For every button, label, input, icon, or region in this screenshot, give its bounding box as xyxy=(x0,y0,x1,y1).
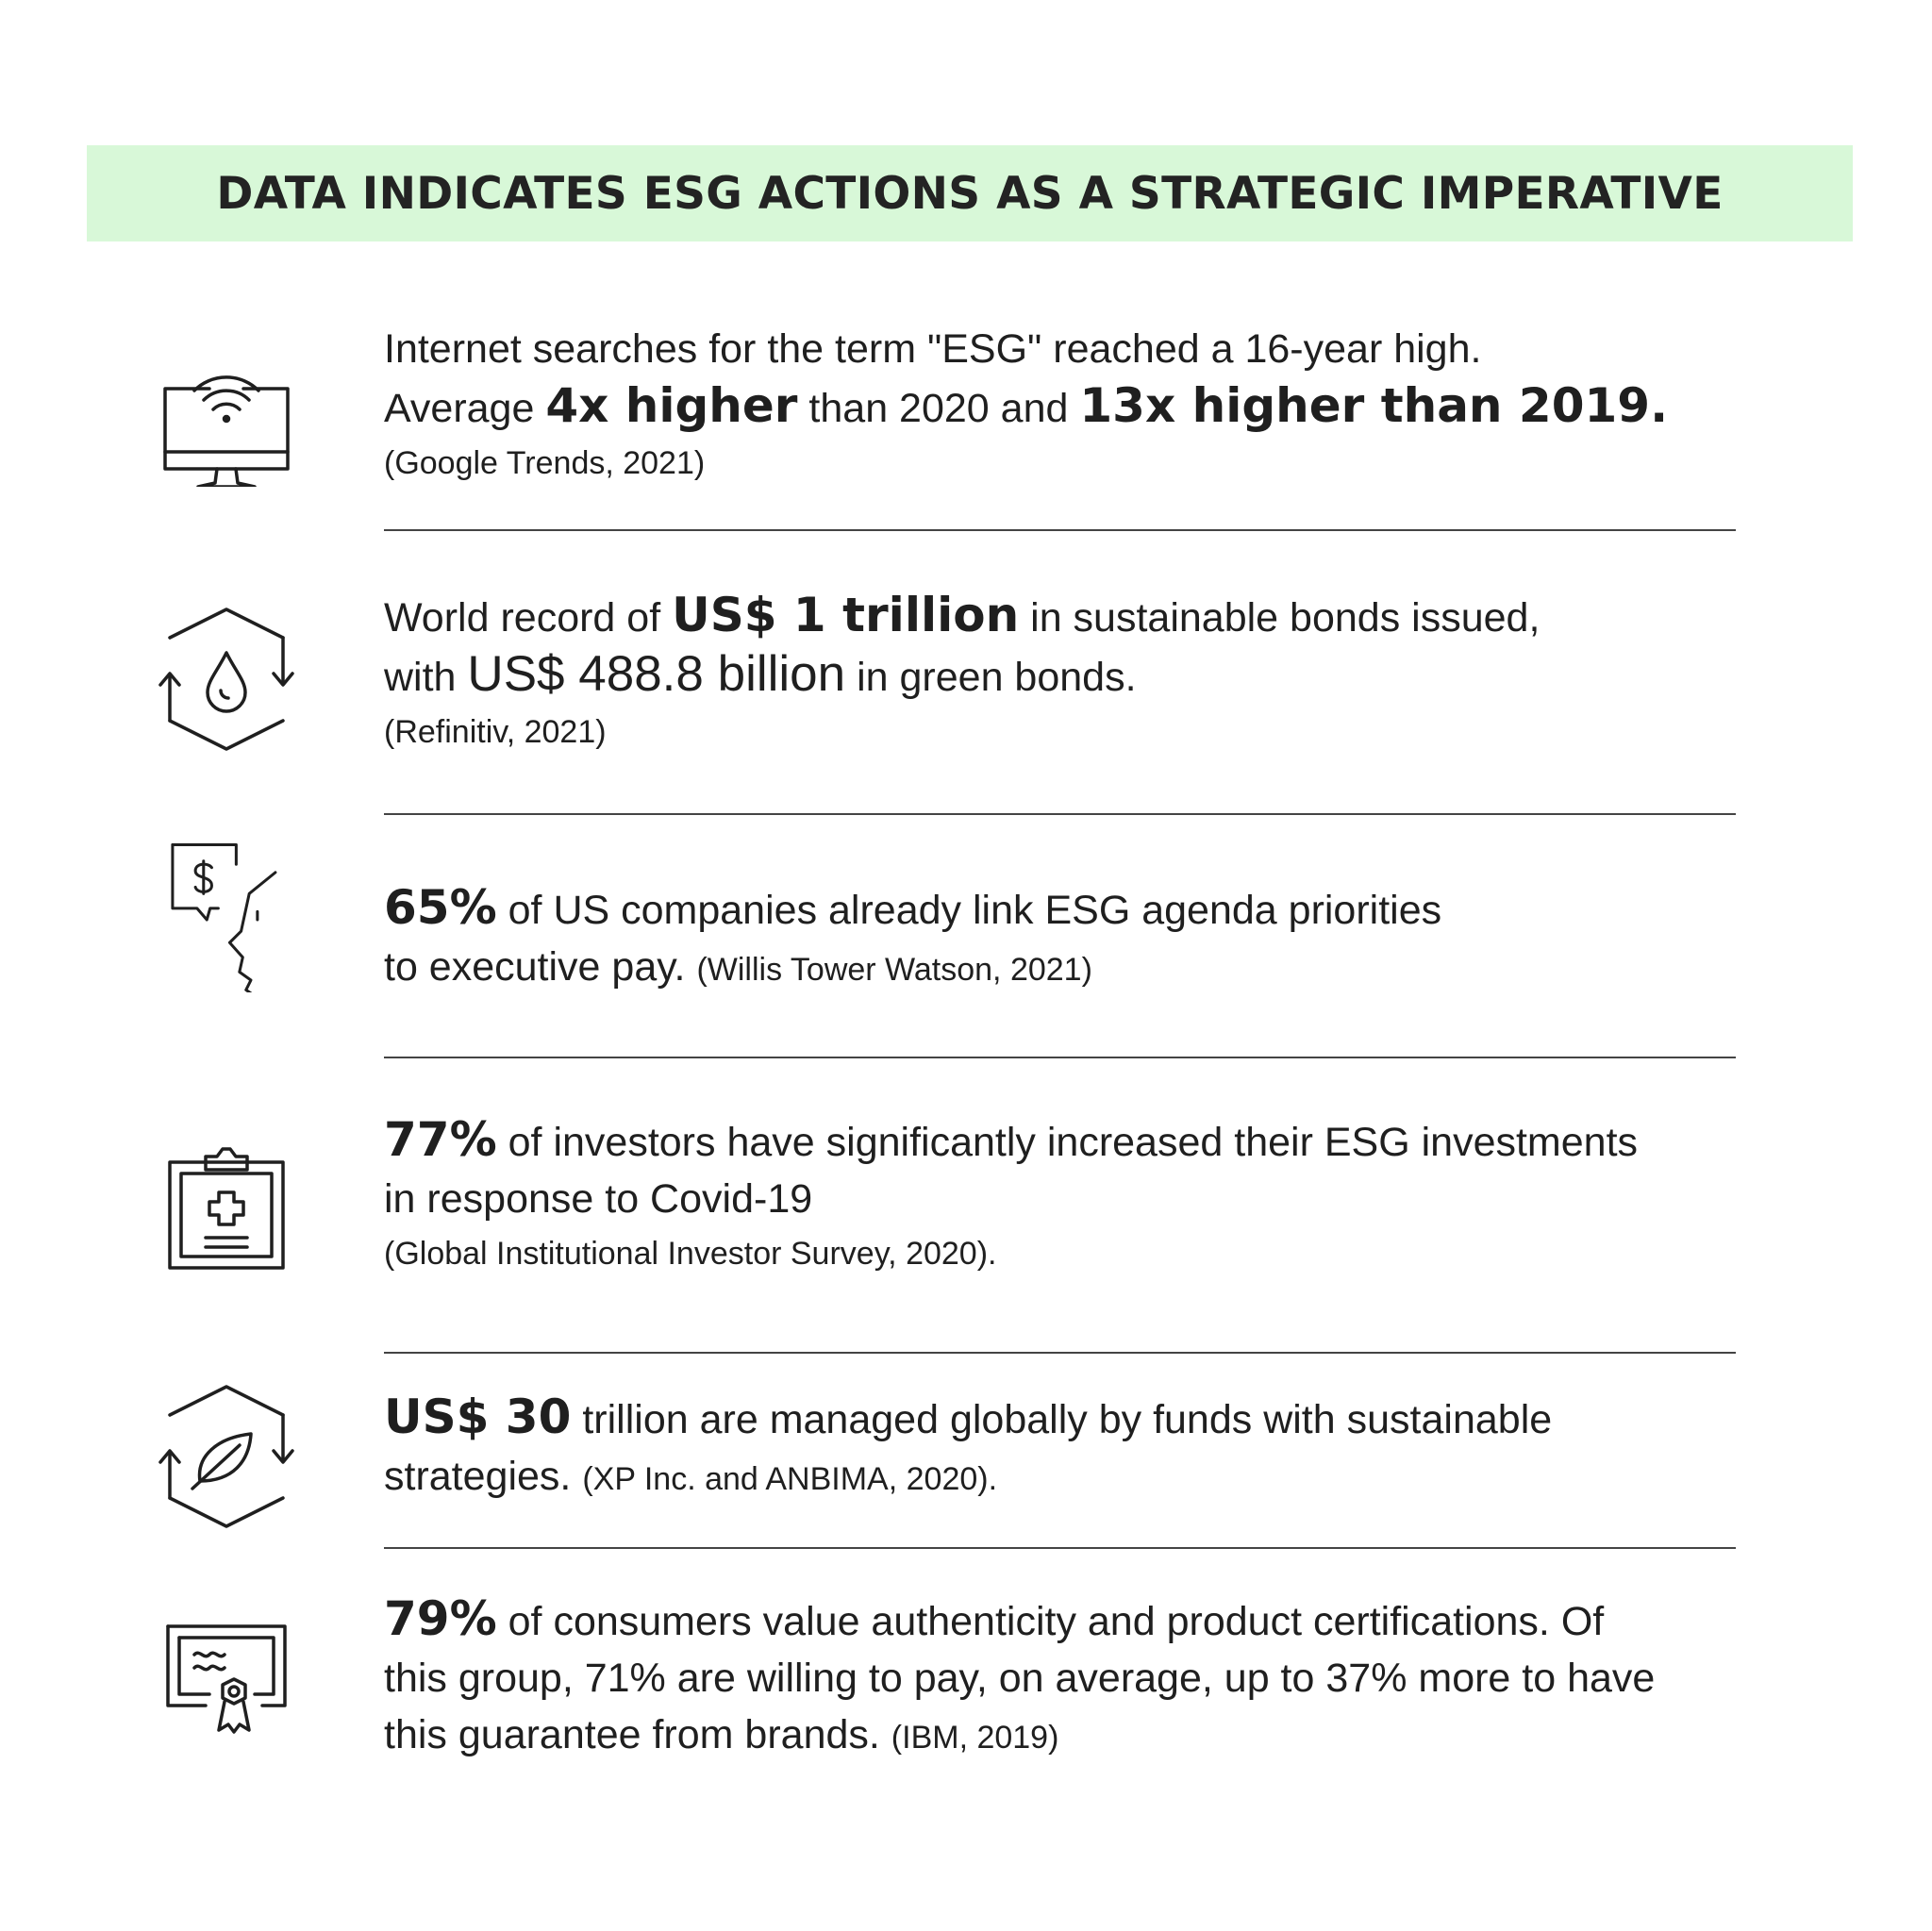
stat-text: Average xyxy=(384,386,546,431)
stat-text: of investors have significantly increase… xyxy=(496,1120,1639,1165)
title-banner: DATA INDICATES ESG ACTIONS AS A STRATEGI… xyxy=(87,145,1853,241)
stat-highlight: 13x higher than 2019. xyxy=(1079,378,1669,433)
page-title: DATA INDICATES ESG ACTIONS AS A STRATEGI… xyxy=(216,167,1724,220)
monitor-wifi-icon xyxy=(151,336,302,489)
stat-text: in green bonds. xyxy=(845,655,1137,700)
stat-line: to executive pay. (Willis Tower Watson, … xyxy=(384,939,1780,996)
stat-line: Average 4x higher than 2020 and 13x high… xyxy=(384,377,1780,437)
stat-highlight: US$ 30 xyxy=(384,1390,572,1444)
source-citation: (Willis Tower Watson, 2021) xyxy=(696,952,1092,988)
stat-highlight: 4x higher xyxy=(545,378,798,433)
stat-text: with xyxy=(384,655,468,700)
stat-line: this group, 71% are willing to pay, on a… xyxy=(384,1656,1656,1701)
source-citation: (Google Trends, 2021) xyxy=(384,445,706,481)
stat-text: of consumers value authenticity and prod… xyxy=(496,1599,1605,1644)
stat-text: of US companies already link ESG agenda … xyxy=(496,888,1442,933)
stat-line: 77% of investors have significantly incr… xyxy=(384,1111,1780,1171)
stat-highlight: US$ 488.8 billion xyxy=(467,646,846,702)
stat-line: US$ 30 trillion are managed globally by … xyxy=(384,1389,1780,1448)
stat-text: World record of xyxy=(384,595,673,641)
stat-highlight: US$ 1 trillion xyxy=(672,588,1020,642)
source-citation: (XP Inc. and ANBIMA, 2020). xyxy=(582,1461,998,1497)
person-dollar-speech-icon xyxy=(151,841,302,995)
stat-line: 79% of consumers value authenticity and … xyxy=(384,1590,1780,1650)
divider xyxy=(384,813,1736,815)
stat-text: to executive pay. xyxy=(384,944,697,990)
stat-line: this guarantee from brands. (IBM, 2019) xyxy=(384,1706,1780,1764)
stat-line: in response to Covid-19 xyxy=(384,1176,813,1222)
stat-highlight: 65% xyxy=(384,880,497,935)
stat-line: Internet searches for the term "ESG" rea… xyxy=(384,326,1482,372)
certificate-icon xyxy=(151,1609,302,1760)
divider xyxy=(384,1547,1736,1549)
stat-line: strategies. (XP Inc. and ANBIMA, 2020). xyxy=(384,1448,1780,1506)
stat-line: 65% of US companies already link ESG age… xyxy=(384,879,1780,939)
clipboard-medical-icon xyxy=(151,1138,302,1289)
divider xyxy=(384,529,1736,531)
source-citation: (IBM, 2019) xyxy=(891,1720,1059,1756)
leaf-cycle-icon xyxy=(151,1381,302,1532)
stat-text: this guarantee from brands. xyxy=(384,1712,891,1757)
stat-line: World record of US$ 1 trillion in sustai… xyxy=(384,587,1780,646)
stat-text: in sustainable bonds issued, xyxy=(1019,595,1541,641)
stat-highlight: 79% xyxy=(384,1591,497,1646)
stat-text: trillion are managed globally by funds w… xyxy=(571,1397,1553,1442)
water-drop-cycle-icon xyxy=(151,604,302,755)
source-citation: (Refinitiv, 2021) xyxy=(384,714,607,750)
stat-text: than 2020 and xyxy=(797,386,1080,431)
stat-highlight: 77% xyxy=(384,1112,497,1167)
stat-line: with US$ 488.8 billion in green bonds. xyxy=(384,646,1780,706)
source-citation: (Global Institutional Investor Survey, 2… xyxy=(384,1236,997,1272)
stat-text: strategies. xyxy=(384,1454,583,1499)
divider xyxy=(384,1057,1736,1058)
divider xyxy=(384,1352,1736,1354)
